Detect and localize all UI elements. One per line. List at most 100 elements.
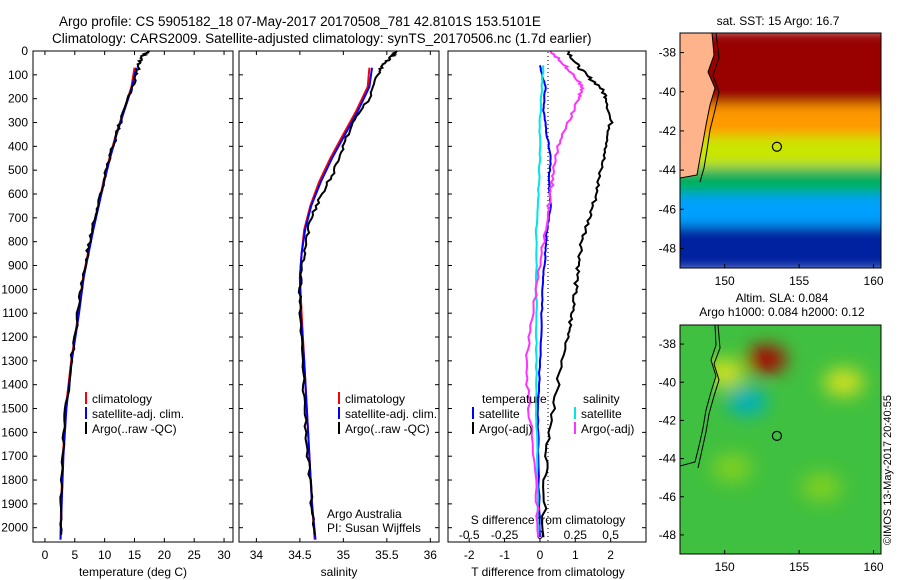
- temperature-xlabel: temperature (deg C): [79, 565, 187, 579]
- sst-land: [680, 33, 716, 179]
- header-line-2: Climatology: CARS2009. Satellite-adjuste…: [52, 31, 592, 46]
- x-tick-label: 25: [188, 548, 202, 562]
- series-line-salinity-satellite: [534, 65, 545, 538]
- sla-eddy: [727, 387, 767, 416]
- sst-field: [680, 33, 881, 268]
- depth-tick-label: 1100: [2, 306, 28, 320]
- sst-frame: [679, 32, 882, 269]
- x-tick-label: 0: [537, 548, 544, 562]
- lat-tick-label: -42: [659, 124, 677, 138]
- depth-tick-label: 1300: [1, 354, 28, 368]
- argo-location-marker: [771, 141, 783, 152]
- lat-tick-label: -44: [659, 452, 677, 466]
- sla-eddy: [823, 368, 864, 397]
- depth-tick-label: 2000: [1, 521, 28, 535]
- depth-tick-label: 1000: [1, 282, 28, 296]
- sst-shelf-contour: [699, 33, 720, 183]
- salinity-xlabel: salinity: [321, 565, 358, 579]
- series-line-argo-raw-qc-: [297, 50, 398, 535]
- legend-argo-label: Argo(..raw -QC): [92, 422, 177, 436]
- sst-band: [680, 104, 881, 142]
- depth-tick-label: 100: [8, 68, 28, 82]
- sla-eddy: [712, 454, 753, 483]
- difference-xlabel-top: S difference from climatology: [471, 513, 626, 527]
- salinity-legend: climatology satellite-adj. clim. Argo(..…: [338, 392, 437, 436]
- temperature-legend: climatology satellite-adj. clim. Argo(..…: [85, 392, 184, 436]
- x-tick-label: 30: [217, 548, 231, 562]
- sst-band: [680, 225, 881, 268]
- x-tick-label: 2: [607, 548, 614, 562]
- legend-sal-satellite-label: satellite: [581, 407, 622, 421]
- lon-tick-label: 150: [715, 274, 735, 288]
- depth-tick-label: 900: [8, 259, 28, 273]
- legend-sal-argo-label: Argo(-adj): [581, 422, 634, 436]
- series-line-climatology: [59, 67, 136, 540]
- sla-title: Altim. SLA: 0.084: [736, 291, 829, 305]
- lat-tick-label: -40: [659, 375, 677, 389]
- sst-band: [680, 194, 881, 232]
- depth-tick-label: 1800: [1, 473, 28, 487]
- depth-tick-label: 500: [8, 163, 28, 177]
- legend-satellite-label: satellite-adj. clim.: [92, 407, 184, 421]
- lat-tick-label: -40: [659, 85, 677, 99]
- x-tick-label: 1: [572, 548, 579, 562]
- salinity-series: [297, 50, 398, 540]
- lon-tick-label: 150: [715, 560, 735, 574]
- legend-salinity-header: salinity: [583, 392, 620, 406]
- x-tick-label: 15: [128, 548, 142, 562]
- argo-location-marker: [771, 430, 783, 441]
- depth-tick-label: 0: [21, 44, 28, 58]
- legend-satellite-label: satellite-adj. clim.: [345, 407, 437, 421]
- depth-tick-label: 1900: [1, 497, 28, 511]
- x-tick-label: 34: [250, 548, 264, 562]
- depth-tick-label: 1400: [1, 378, 28, 392]
- x-tick-label: -1: [499, 548, 510, 562]
- sla-eddy: [746, 345, 787, 374]
- sla-field: [680, 325, 881, 554]
- lon-tick-label: 160: [864, 560, 884, 574]
- annotation-argo-australia: Argo Australia: [327, 507, 402, 521]
- series-line-salinity-argo-adj-: [525, 50, 585, 538]
- lat-tick-label: -48: [659, 528, 677, 542]
- sla-frame: [679, 324, 882, 555]
- legend-temp-satellite-label: satellite: [479, 407, 520, 421]
- salinity-panel: 34 34.5 35 35.5 36 salinity climatology sate…: [238, 50, 440, 579]
- temperature-frame: [32, 50, 234, 543]
- lat-tick-label: -42: [659, 413, 677, 427]
- depth-tick-label: 400: [8, 139, 28, 153]
- series-line-temperature-satellite: [536, 65, 552, 538]
- x-tick-label: 34.5: [288, 548, 312, 562]
- series-line-temperature-argo-adj-: [540, 50, 614, 538]
- depth-tick-label: 1500: [1, 402, 28, 416]
- depth-tick-label: 1200: [1, 330, 28, 344]
- lat-tick-label: -38: [659, 337, 677, 351]
- difference-legend: temperature salinity satellite Argo(-adj…: [472, 392, 634, 436]
- difference-frame: [447, 50, 647, 543]
- s-tick-label: -0.25: [491, 528, 519, 542]
- temperature-panel: 0100200300400500600700800900100011001200…: [1, 44, 646, 579]
- legend-temp-argo-label: Argo(-adj): [479, 422, 532, 436]
- x-tick-label: 0: [42, 548, 49, 562]
- sla-axes: 150 155 160 -38 -40 -42 -44 -46 -48: [659, 337, 884, 574]
- lat-tick-label: -44: [659, 163, 677, 177]
- difference-xlabel: T difference from climatology: [471, 565, 625, 579]
- x-tick-label: 35.5: [375, 548, 399, 562]
- difference-x-ticks: -2 -1 0 1 2-0.5 -0.25 0 0.25 0.5: [459, 528, 619, 562]
- x-tick-label: -2: [464, 548, 475, 562]
- x-tick-label: 36: [424, 548, 438, 562]
- legend-climatology-label: climatology: [345, 392, 405, 406]
- sst-map: sat. SST: 15 Argo: 16.7 150 155 160 -38 -40 -…: [659, 14, 884, 288]
- header-line-1: Argo profile: CS 5905182_18 07-May-2017 …: [59, 14, 541, 29]
- difference-panel: -2 -1 0 1 2-0.5 -0.25 0 0.25 0.5 S difference fr…: [447, 50, 647, 579]
- annotation-pi: PI: Susan Wijffels: [327, 521, 421, 535]
- sst-band: [680, 135, 881, 174]
- depth-tick-label: 300: [8, 116, 28, 130]
- depth-tick-label: 1700: [1, 449, 28, 463]
- s-tick-label: -0.5: [459, 528, 480, 542]
- sla-land: [680, 325, 717, 467]
- temperature-depth-ticks: 0 100 200 300 400 500 600 700 800 900 1000 1100 1200…: [1, 44, 646, 535]
- x-tick-label: 10: [98, 548, 112, 562]
- depth-tick-label: 700: [8, 211, 28, 225]
- lon-tick-label: 155: [789, 560, 809, 574]
